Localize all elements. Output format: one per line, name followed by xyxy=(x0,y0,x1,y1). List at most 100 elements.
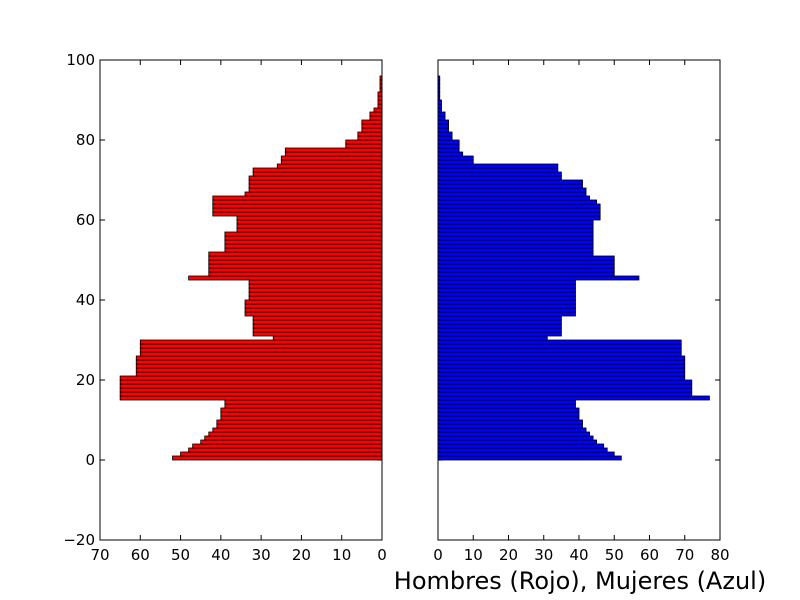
xtick-label-hombres: 20 xyxy=(292,546,311,564)
bar-mujeres-age-88 xyxy=(437,103,442,109)
bar-hombres-age-42 xyxy=(248,287,383,293)
bar-hombres-age-81 xyxy=(357,131,383,137)
bar-mujeres-age-25 xyxy=(437,355,686,361)
bar-mujeres-age-22 xyxy=(437,367,686,373)
bar-mujeres-age-33 xyxy=(437,323,562,329)
bar-hombres-age-30 xyxy=(272,335,383,341)
bar-hombres-age-73 xyxy=(276,163,383,169)
bar-hombres-age-59 xyxy=(236,219,383,225)
bar-mujeres-age-74 xyxy=(437,159,474,165)
bar-hombres-age-65 xyxy=(212,195,383,201)
bar-mujeres-age-21 xyxy=(437,371,686,377)
xtick-label-mujeres: 0 xyxy=(433,546,443,564)
xtick-label-mujeres: 10 xyxy=(464,546,483,564)
bar-mujeres-age-72 xyxy=(437,167,559,173)
xtick-label-hombres: 0 xyxy=(377,546,387,564)
bar-hombres-age-44 xyxy=(248,279,383,285)
bar-mujeres-age-29 xyxy=(437,339,682,345)
xtick-label-hombres: 50 xyxy=(171,546,190,564)
bar-hombres-age-79 xyxy=(345,139,383,145)
bar-hombres-age-11 xyxy=(220,411,383,417)
bar-mujeres-age-16 xyxy=(437,391,693,397)
bar-mujeres-age-73 xyxy=(437,163,559,169)
bar-hombres-age-20 xyxy=(119,375,383,381)
bar-mujeres-age-3 xyxy=(437,443,605,449)
bar-mujeres-age-0 xyxy=(437,455,622,461)
bar-hombres-age-85 xyxy=(369,115,383,121)
bar-mujeres-age-78 xyxy=(437,143,460,149)
bar-mujeres-age-10 xyxy=(437,415,580,421)
bar-hombres-age-9 xyxy=(216,419,383,425)
xtick-label-mujeres: 80 xyxy=(710,546,729,564)
bar-hombres-age-41 xyxy=(248,291,383,297)
ytick-label: 80 xyxy=(76,131,95,149)
bar-mujeres-age-57 xyxy=(437,227,594,233)
bar-hombres-age-27 xyxy=(139,347,383,353)
bar-mujeres-age-15 xyxy=(437,395,710,401)
bar-hombres-age-26 xyxy=(139,351,383,357)
bar-hombres-age-76 xyxy=(284,151,383,157)
bar-mujeres-age-63 xyxy=(437,203,601,209)
bar-mujeres-age-69 xyxy=(437,179,583,185)
bar-mujeres-age-79 xyxy=(437,139,460,145)
bar-hombres-age-80 xyxy=(357,135,383,141)
bar-hombres-age-75 xyxy=(280,155,383,161)
bar-mujeres-age-1 xyxy=(437,451,615,457)
bar-mujeres-age-53 xyxy=(437,243,594,249)
ytick-label: 20 xyxy=(76,371,95,389)
bar-hombres-age-7 xyxy=(212,427,383,433)
xtick-label-hombres: 10 xyxy=(332,546,351,564)
bar-hombres-age-77 xyxy=(284,147,383,153)
bar-mujeres-age-55 xyxy=(437,235,594,241)
bar-mujeres-age-64 xyxy=(437,199,598,205)
bar-hombres-age-37 xyxy=(244,307,383,313)
bar-mujeres-age-46 xyxy=(437,271,615,277)
bar-hombres-age-74 xyxy=(280,159,383,165)
bar-hombres-age-6 xyxy=(208,431,383,437)
bar-mujeres-age-83 xyxy=(437,123,449,129)
bar-mujeres-age-85 xyxy=(437,115,446,121)
bar-mujeres-age-38 xyxy=(437,303,576,309)
bar-mujeres-age-81 xyxy=(437,131,453,137)
bar-hombres-age-62 xyxy=(212,207,383,213)
bar-mujeres-age-50 xyxy=(437,255,615,261)
bar-hombres-age-21 xyxy=(135,371,383,377)
bar-mujeres-age-56 xyxy=(437,231,594,237)
bar-mujeres-age-34 xyxy=(437,319,562,325)
bar-hombres-age-36 xyxy=(244,311,383,317)
bar-hombres-age-12 xyxy=(220,407,383,413)
bar-mujeres-age-42 xyxy=(437,287,576,293)
bar-mujeres-age-4 xyxy=(437,439,598,445)
bar-hombres-age-35 xyxy=(252,315,383,321)
bar-hombres-age-78 xyxy=(345,143,383,149)
bar-mujeres-age-37 xyxy=(437,307,576,313)
bar-hombres-age-48 xyxy=(208,263,383,269)
bar-mujeres-age-14 xyxy=(437,399,576,405)
ytick-label: 0 xyxy=(85,451,95,469)
bar-mujeres-age-58 xyxy=(437,223,594,229)
ytick-label: 60 xyxy=(76,211,95,229)
bar-hombres-age-70 xyxy=(248,175,383,181)
bar-mujeres-age-32 xyxy=(437,327,562,333)
bar-mujeres-age-65 xyxy=(437,195,590,201)
bars-mujeres xyxy=(437,75,710,461)
bar-mujeres-age-8 xyxy=(437,423,583,429)
bar-mujeres-age-86 xyxy=(437,111,446,117)
bar-hombres-age-40 xyxy=(248,295,383,301)
bar-mujeres-age-39 xyxy=(437,299,576,305)
bar-mujeres-age-71 xyxy=(437,171,562,177)
bar-hombres-age-31 xyxy=(252,331,383,337)
bar-hombres-age-91 xyxy=(377,91,383,97)
bar-hombres-age-87 xyxy=(373,107,383,113)
bar-mujeres-age-36 xyxy=(437,311,576,317)
xtick-label-mujeres: 40 xyxy=(569,546,588,564)
bar-hombres-age-63 xyxy=(212,203,383,209)
bar-hombres-age-14 xyxy=(224,399,383,405)
bar-mujeres-age-66 xyxy=(437,191,587,197)
bar-hombres-age-56 xyxy=(224,231,383,237)
bar-hombres-age-61 xyxy=(212,211,383,217)
bar-mujeres-age-62 xyxy=(437,207,601,213)
bar-hombres-age-66 xyxy=(244,191,383,197)
bar-mujeres-age-11 xyxy=(437,411,580,417)
